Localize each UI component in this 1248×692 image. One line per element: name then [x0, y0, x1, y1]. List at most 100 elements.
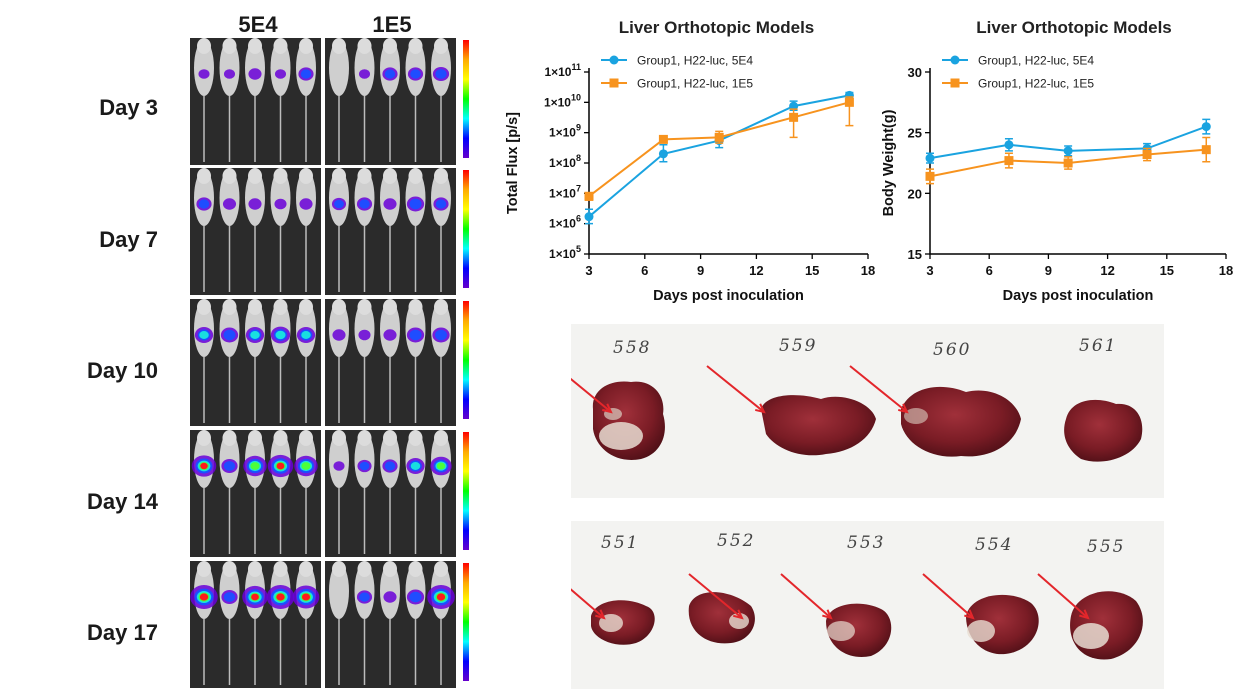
y-tick-label: 1×108	[549, 153, 581, 170]
data-point	[1063, 146, 1073, 156]
axis-lines	[588, 68, 868, 255]
day-label-17: Day 17	[87, 620, 158, 645]
series-1	[925, 118, 1211, 164]
mice-image	[190, 561, 320, 685]
liver-specimen	[901, 386, 1021, 457]
red-arrow	[706, 365, 766, 414]
x-tick-label: 9	[697, 263, 704, 278]
data-point	[1004, 140, 1014, 150]
specimen-label-551: 551	[601, 533, 640, 553]
mice-image	[329, 430, 452, 554]
legend-label: Group1, H22-luc, 5E4	[978, 54, 1094, 68]
color-scale-bar	[463, 301, 469, 419]
x-tick-label: 15	[1160, 263, 1174, 278]
data-point	[584, 212, 594, 222]
specimen-label-559: 559	[779, 336, 818, 356]
ivis-image-panel	[325, 299, 456, 426]
mice-image	[329, 38, 451, 162]
data-point	[844, 97, 854, 107]
x-tick-label: 12	[749, 263, 763, 278]
mice-image	[329, 561, 455, 685]
legend-entry: Group1, H22-luc, 1E5	[601, 77, 753, 91]
series-2	[584, 96, 854, 201]
day-label-7: Day 7	[99, 227, 158, 252]
x-tick-label: 3	[926, 263, 933, 278]
x-axis-label: Days post inoculation	[1003, 288, 1154, 304]
y-tick-label: 15	[908, 247, 922, 262]
y-tick-label: 1×106	[549, 214, 581, 231]
liver-specimen	[592, 381, 665, 460]
day-label-3: Day 3	[99, 95, 158, 120]
data-point	[1201, 145, 1211, 155]
y-axis-label: Body Weight(g)	[881, 109, 897, 216]
legend-entry: Group1, H22-luc, 5E4	[942, 54, 1094, 68]
x-tick-label: 6	[641, 263, 648, 278]
y-tick-label: 30	[908, 65, 922, 80]
x-tick-label: 6	[986, 263, 993, 278]
data-point	[584, 191, 594, 201]
liver-specimen	[591, 600, 655, 645]
x-tick-label: 18	[861, 263, 875, 278]
x-axis-label: Days post inoculation	[653, 288, 804, 304]
liver-photo-top: 558 559 560 561	[571, 324, 1164, 498]
series-line	[588, 101, 850, 198]
red-arrow	[571, 377, 613, 414]
legend-label: Group1, H22-luc, 1E5	[637, 77, 753, 91]
red-arrows	[571, 573, 1090, 620]
data-point	[1201, 122, 1211, 132]
liver-specimen	[1064, 399, 1143, 462]
liver-specimens-top	[571, 365, 1143, 462]
total-flux-chart: Liver Orthotopic Models 3 6 9 12 15 18 1×105 1×1…	[505, 18, 875, 304]
series-1	[584, 90, 854, 225]
day-label-14: Day 14	[87, 489, 158, 514]
mice-image	[191, 430, 318, 554]
data-point	[714, 132, 724, 142]
red-arrows	[571, 365, 909, 414]
x-tick-label: 18	[1219, 263, 1233, 278]
legend-entry: Group1, H22-luc, 5E4	[601, 54, 753, 68]
data-point	[1063, 158, 1073, 168]
ivis-image-panel	[325, 38, 456, 165]
ivis-image-panel	[325, 168, 456, 295]
y-tick-label: 20	[908, 186, 922, 201]
color-scale-bar	[463, 432, 469, 550]
legend-entry: Group1, H22-luc, 1E5	[942, 77, 1094, 91]
red-arrow	[688, 573, 744, 620]
body-weight-chart: Liver Orthotopic Models 3 6 9 12 15 18 15 20 25 30…	[881, 18, 1233, 304]
data-point	[789, 112, 799, 122]
liver-specimen	[761, 395, 876, 456]
data-point	[925, 153, 935, 163]
x-tick-label: 3	[585, 263, 592, 278]
red-arrow	[780, 573, 833, 620]
mice-image	[194, 168, 316, 292]
liver-specimen	[688, 592, 755, 644]
ivis-image-panel	[190, 430, 321, 557]
specimen-label-552: 552	[717, 531, 756, 551]
mice-image	[329, 299, 451, 423]
specimen-label-553: 553	[847, 533, 886, 553]
data-point	[1004, 156, 1014, 166]
mice-image	[194, 38, 316, 162]
legend-label: Group1, H22-luc, 5E4	[637, 54, 753, 68]
x-tick-label: 9	[1045, 263, 1052, 278]
color-scale-bar	[463, 170, 469, 288]
data-point	[925, 171, 935, 181]
red-arrow	[571, 588, 606, 620]
liver-specimen	[966, 594, 1039, 655]
red-arrow	[922, 573, 975, 620]
color-scale-bar	[463, 563, 469, 681]
y-axis-label: Total Flux [p/s]	[505, 112, 521, 214]
legend-label: Group1, H22-luc, 1E5	[978, 77, 1094, 91]
chart-title: Liver Orthotopic Models	[619, 18, 815, 37]
data-point	[1142, 150, 1152, 160]
y-tick-label: 1×105	[549, 244, 581, 261]
red-arrow	[849, 365, 909, 414]
liver-specimen	[826, 603, 892, 657]
ivis-image-panel	[190, 38, 321, 165]
liver-photo-bottom: 551 552 553 554 555	[571, 521, 1164, 689]
series-2	[925, 136, 1211, 185]
mice-image	[329, 168, 451, 292]
specimen-label-554: 554	[975, 535, 1014, 555]
liver-specimens-bottom	[571, 573, 1143, 660]
x-tick-label: 12	[1100, 263, 1114, 278]
